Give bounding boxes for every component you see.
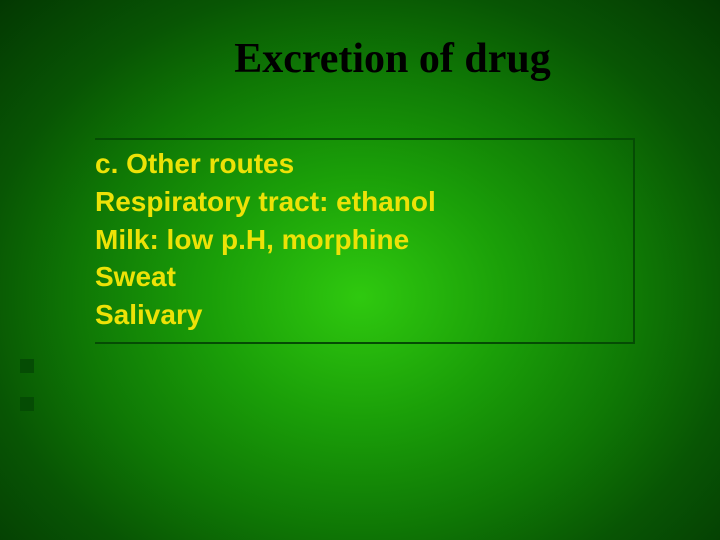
decorative-bullets [20,359,34,435]
body-line: Salivary [95,296,633,334]
body-line: Respiratory tract: ethanol [95,183,633,221]
square-bullet-icon [20,359,34,373]
square-bullet-icon [20,397,34,411]
slide-title: Excretion of drug [135,35,650,83]
slide-container: Excretion of drug c. Other routes Respir… [0,0,720,540]
body-line: Sweat [95,258,633,296]
content-box: c. Other routes Respiratory tract: ethan… [95,138,635,344]
body-line: c. Other routes [95,145,633,183]
body-line: Milk: low p.H, morphine [95,221,633,259]
